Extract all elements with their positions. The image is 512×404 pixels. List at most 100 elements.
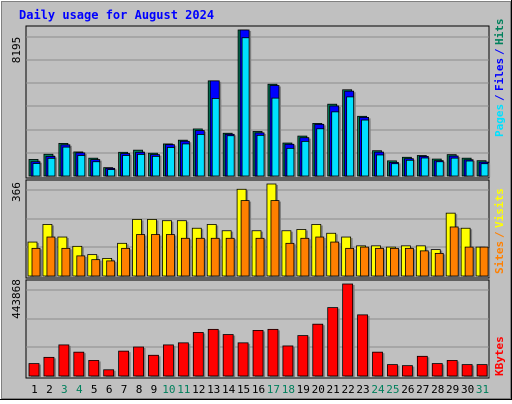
- sites-bar-12: [195, 237, 205, 277]
- day-label-22: 22: [341, 383, 354, 396]
- day-label-9: 9: [151, 383, 158, 396]
- pages-bar-22: [346, 96, 355, 177]
- legend-kbytes: KBytes: [493, 336, 506, 376]
- day-label-17: 17: [267, 383, 280, 396]
- kbytes-bar-10: [163, 344, 174, 377]
- sites-bar-26: [404, 247, 414, 277]
- kbytes-bar-29: [446, 360, 458, 377]
- legend-files: Files: [493, 58, 506, 91]
- sites-bar-23: [360, 246, 369, 277]
- sites-bar-16: [255, 237, 265, 277]
- day-label-16: 16: [252, 383, 265, 396]
- pages-bar-23: [361, 119, 369, 177]
- day-label-24: 24: [371, 383, 385, 396]
- visits-sites-panel: [25, 179, 491, 279]
- panel2-legend: Sites / Visits: [493, 188, 506, 274]
- legend-sep-2: /: [493, 48, 506, 55]
- sites-bar-21: [330, 241, 340, 277]
- day-label-11: 11: [177, 383, 190, 396]
- sites-bar-17: [270, 200, 280, 277]
- day-label-6: 6: [106, 383, 113, 396]
- sites-bar-4: [76, 255, 86, 277]
- day-label-3: 3: [61, 383, 68, 396]
- day-label-12: 12: [192, 383, 205, 396]
- sites-bar-13: [210, 237, 220, 277]
- pages-bar-29: [450, 157, 459, 177]
- day-label-25: 25: [386, 383, 399, 396]
- kbytes-bar-13: [207, 328, 219, 377]
- sites-bar-5: [91, 259, 101, 277]
- pages-bar-14: [226, 135, 235, 177]
- x-axis-day-labels: 1 2 3 4 5 6 7 8 9 10 11 12 13 14 15 16 17 18 19 20 21 22 23 24 2…: [31, 383, 489, 396]
- pages-bar-1: [32, 163, 41, 177]
- sites-bar-31: [479, 246, 489, 277]
- sites-bar-7: [121, 247, 131, 277]
- panel3-legend: KBytes: [493, 336, 506, 376]
- legend-hits: Hits: [493, 19, 506, 46]
- kbytes-bar-1: [28, 363, 40, 377]
- kbytes-bar-17: [267, 328, 279, 377]
- pages-bar-5: [92, 161, 101, 177]
- day-label-14: 14: [222, 383, 236, 396]
- panel1-ymax-label: 8195: [10, 37, 23, 64]
- kbytes-bar-15: [237, 342, 249, 377]
- panel3-ymax-label: 443868: [10, 279, 23, 319]
- day-label-15: 15: [237, 383, 250, 396]
- day-label-7: 7: [121, 383, 128, 396]
- day-label-20: 20: [312, 383, 325, 396]
- pages-bar-27: [420, 157, 429, 177]
- pages-bar-30: [465, 160, 474, 177]
- day-label-30: 30: [461, 383, 474, 396]
- day-label-31: 31: [476, 383, 489, 396]
- kbytes-bar-19: [297, 335, 309, 377]
- kbytes-panel: [25, 279, 490, 379]
- kbytes-bar-12: [192, 332, 204, 377]
- sites-bar-15: [240, 200, 250, 277]
- pages-bar-12: [196, 134, 205, 177]
- pages-bar-16: [256, 134, 265, 177]
- kbytes-bar-6: [103, 369, 115, 377]
- sites-bar-24: [375, 247, 384, 277]
- kbytes-bar-24: [372, 351, 383, 377]
- kbytes-bar-5: [88, 360, 100, 377]
- kbytes-bar-7: [118, 350, 130, 377]
- pages-bar-7: [122, 155, 131, 177]
- sites-bar-2: [46, 236, 56, 277]
- kbytes-bar-16: [252, 330, 264, 377]
- sites-bar-27: [419, 250, 429, 277]
- sites-bar-25: [390, 247, 399, 277]
- sites-bar-18: [285, 242, 295, 277]
- pages-bar-3: [62, 146, 71, 177]
- kbytes-bar-11: [177, 342, 189, 377]
- kbytes-bar-27: [416, 355, 428, 377]
- kbytes-bar-18: [282, 345, 294, 377]
- kbytes-bar-22: [342, 283, 354, 377]
- sites-bar-8: [136, 234, 145, 277]
- day-label-5: 5: [91, 383, 98, 396]
- kbytes-bar-30: [461, 364, 473, 377]
- kbytes-bar-23: [357, 314, 368, 377]
- kbytes-bar-31: [476, 364, 488, 377]
- day-label-13: 13: [207, 383, 220, 396]
- kbytes-bar-20: [312, 323, 324, 377]
- legend-pages: Pages: [493, 104, 506, 137]
- legend-sites: Sites: [493, 241, 506, 274]
- sites-bar-3: [61, 247, 71, 277]
- kbytes-bar-14: [222, 334, 234, 377]
- pages-bar-9: [152, 156, 160, 177]
- day-label-27: 27: [416, 383, 429, 396]
- kbytes-bar-21: [327, 307, 339, 377]
- kbytes-bar-9: [148, 354, 159, 377]
- legend-sep-1: /: [493, 94, 506, 101]
- day-label-23: 23: [356, 383, 369, 396]
- pages-bar-6: [107, 169, 116, 177]
- sites-bar-9: [151, 234, 160, 277]
- kbytes-bar-8: [133, 346, 144, 377]
- pages-bar-15: [241, 37, 250, 177]
- pages-bar-8: [137, 154, 145, 177]
- pages-bar-26: [405, 159, 414, 177]
- sites-bar-29: [449, 226, 459, 277]
- day-label-18: 18: [282, 383, 295, 396]
